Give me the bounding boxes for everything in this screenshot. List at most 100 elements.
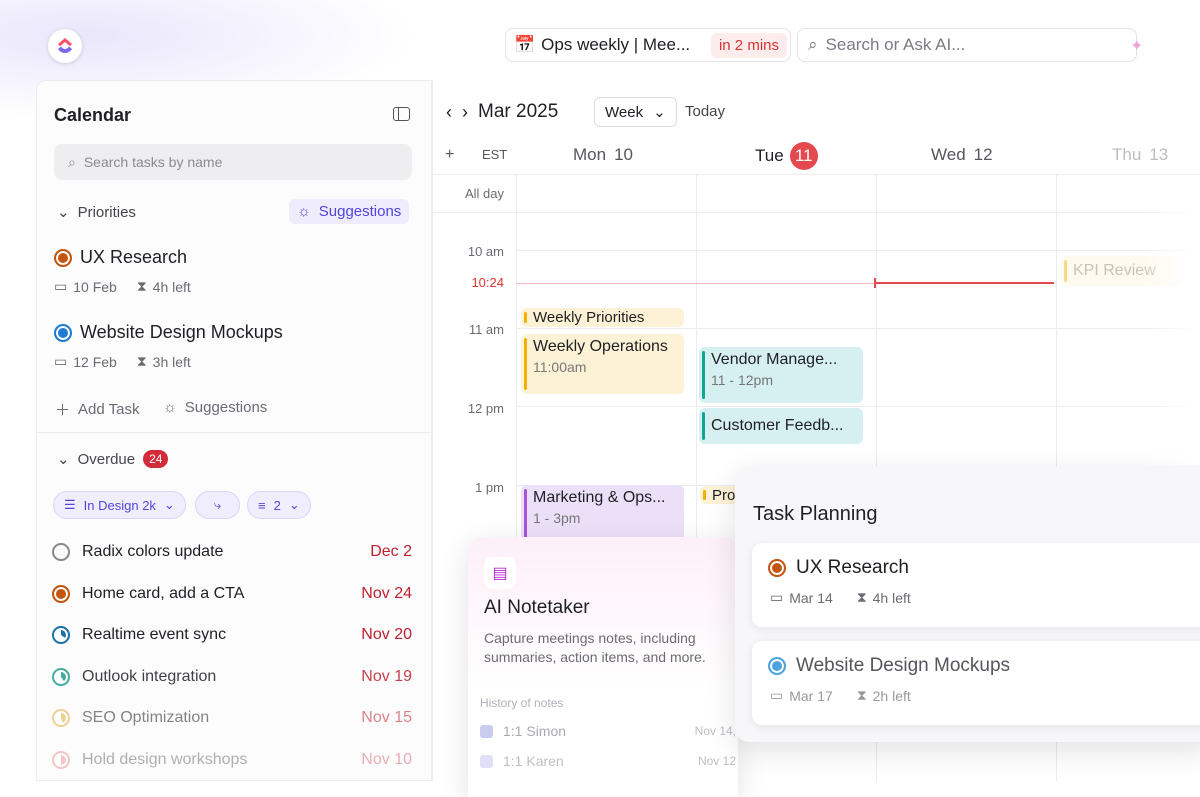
timezone-label: EST (482, 147, 508, 162)
priority-task[interactable]: Website Design Mockups ▭ 12 Feb ⧗ 3h left (54, 322, 283, 370)
time-left: 3h left (152, 353, 191, 370)
grid-line (696, 175, 697, 781)
day-header-tue[interactable]: Tue 11 (755, 142, 818, 170)
overdue-task[interactable]: SEO Optimization Nov 15 (52, 709, 412, 727)
view-label: Week (605, 103, 644, 121)
event-kpi-review[interactable]: KPI Review (1061, 256, 1181, 286)
grid-line (516, 406, 1200, 407)
note-date: Nov 14, (694, 724, 736, 738)
due-date: Nov 15 (361, 709, 412, 726)
day-number: 10 (614, 145, 633, 164)
overdue-task[interactable]: Realtime event sync Nov 20 (52, 626, 412, 644)
event-title: Weekly Operations (533, 338, 668, 355)
task-planning-title: Task Planning (753, 503, 878, 525)
plus-icon: ＋ (55, 402, 71, 419)
status-filter-chip[interactable]: ☰ In Design 2k ⌄ (53, 491, 186, 519)
task-date: Mar 14 (789, 589, 833, 606)
overdue-task[interactable]: Home card, add a CTA Nov 24 (52, 584, 412, 603)
priority-task[interactable]: UX Research ▭ 10 Feb ⧗ 4h left (54, 247, 191, 295)
overdue-count-badge: 24 (143, 450, 169, 468)
task-planning-item[interactable]: Website Design Mockups ▭ Mar 17 ⧗ 2h left (752, 641, 1200, 725)
route-chip[interactable]: ⤷ (195, 491, 240, 519)
prev-arrow-icon[interactable]: ‹ (446, 101, 452, 122)
event-time: 11:00am (533, 359, 587, 375)
task-name: Hold design workshops (82, 750, 248, 768)
overdue-toggle[interactable]: ⌄ Overdue 24 (57, 450, 169, 468)
lightbulb-icon: ☼ (163, 399, 177, 416)
divider (432, 212, 1200, 213)
day-header-mon[interactable]: Mon 10 (573, 145, 633, 165)
event-weekly-priorities[interactable]: Weekly Priorities (521, 308, 684, 327)
app-logo[interactable] (48, 29, 82, 63)
status-icon (52, 626, 70, 644)
event-vendor-management[interactable]: Vendor Manage... 11 - 12pm (699, 347, 863, 403)
sidebar-toggle-icon[interactable] (393, 107, 410, 121)
clickup-logo-icon (58, 38, 72, 53)
overdue-task[interactable]: Hold design workshops Nov 10 (52, 750, 412, 769)
time-left: 4h left (872, 589, 911, 606)
status-icon (52, 543, 70, 561)
status-icon (52, 667, 70, 686)
hourglass-icon: ⧗ (136, 353, 147, 369)
task-date: 12 Feb (73, 353, 117, 370)
add-task-button[interactable]: ＋ Add Task (55, 399, 139, 420)
task-planning-item[interactable]: UX Research ▭ Mar 14 ⧗ 4h left (752, 543, 1200, 627)
fade-overlay (1140, 175, 1200, 465)
task-name: Radix colors update (82, 543, 224, 560)
event-time: 11 - 12pm (711, 372, 773, 388)
event-weekly-operations[interactable]: Weekly Operations 11:00am (521, 334, 684, 394)
note-item[interactable]: 1:1 Simon Nov 14, (480, 723, 736, 739)
sidebar-title: Calendar (54, 105, 132, 125)
upcoming-meeting-pill[interactable]: 📅 Ops weekly | Mee... in 2 mins (505, 28, 791, 62)
day-name: Thu (1112, 145, 1142, 164)
suggestions-link[interactable]: ☼ Suggestions (163, 399, 267, 416)
meeting-title: Ops weekly | Mee... (541, 35, 691, 54)
global-search-input[interactable]: ⌕ Search or Ask AI... (797, 28, 1137, 62)
overdue-task[interactable]: Outlook integration Nov 19 (52, 667, 412, 686)
status-icon (52, 709, 70, 727)
add-task-label: Add Task (78, 401, 140, 418)
status-icon (768, 559, 786, 577)
note-date: Nov 12 (697, 754, 736, 768)
hour-label: 12 pm (467, 401, 504, 416)
calendar-icon: ▭ (54, 353, 68, 369)
hourglass-icon: ⧗ (856, 589, 867, 605)
month-label: Mar 2025 (478, 101, 559, 122)
today-button[interactable]: Today (685, 103, 726, 120)
task-search-input[interactable]: ⌕ Search tasks by name (54, 144, 412, 180)
filter-count: 2 (273, 497, 281, 513)
chevron-down-icon: ⌄ (57, 204, 70, 221)
next-arrow-icon[interactable]: › (462, 101, 468, 122)
view-select[interactable]: Week ⌄ (594, 97, 677, 127)
chevron-down-icon: ⌄ (163, 497, 175, 512)
calendar-icon: 📅 (514, 35, 536, 54)
day-header-wed[interactable]: Wed 12 (931, 145, 993, 165)
notetaker-title: AI Notetaker (484, 597, 590, 618)
due-date: Nov 20 (361, 626, 412, 643)
note-item[interactable]: 1:1 Karen Nov 12 (480, 753, 736, 769)
priorities-toggle[interactable]: ⌄ Priorities (57, 203, 136, 222)
time-left: 4h left (152, 278, 191, 295)
calendar-icon: ▭ (770, 687, 784, 703)
filter-chip[interactable]: ≡ 2 ⌄ (247, 491, 311, 519)
day-name: Tue (755, 146, 784, 165)
overdue-task[interactable]: Radix colors update Dec 2 (52, 543, 412, 561)
task-name: UX Research (796, 557, 909, 578)
suggestions-label: Suggestions (318, 203, 402, 220)
day-name: Wed (931, 145, 966, 164)
all-day-label: All day (464, 186, 504, 201)
task-name: Home card, add a CTA (82, 584, 245, 602)
list-icon: ☰ (64, 497, 76, 512)
suggestions-button[interactable]: ☼ Suggestions (289, 199, 410, 224)
search-icon: ⌕ (808, 35, 818, 54)
ai-notetaker-card[interactable]: ▤ AI Notetaker Capture meetings notes, i… (468, 537, 738, 797)
event-customer-feedback[interactable]: Customer Feedb... (699, 408, 863, 444)
task-name: Realtime event sync (82, 626, 227, 643)
sparkle-icon[interactable]: ✦ (1130, 38, 1144, 55)
hour-label: 11 am (468, 322, 504, 337)
add-icon[interactable]: + (445, 146, 455, 163)
grid-line (516, 328, 1200, 329)
day-header-thu[interactable]: Thu 13 (1112, 145, 1168, 165)
divider (37, 432, 431, 433)
event-pro[interactable]: Pro (700, 486, 740, 504)
